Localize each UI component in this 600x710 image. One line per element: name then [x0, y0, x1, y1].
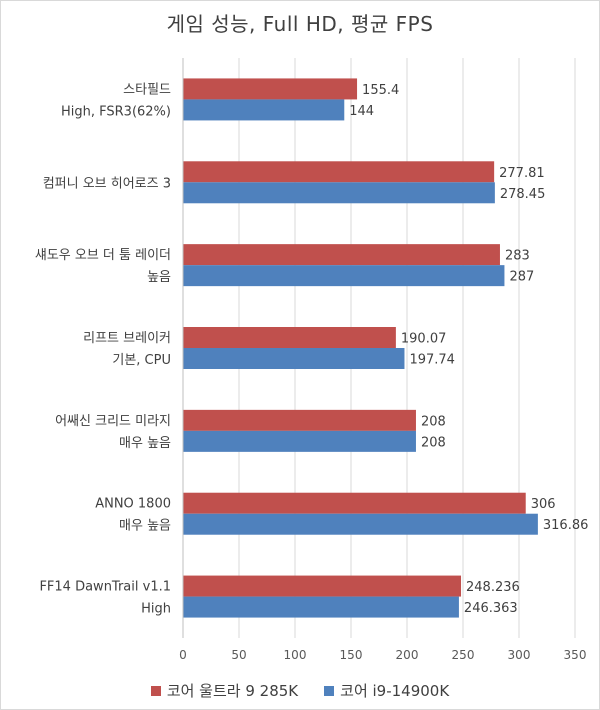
- data-label-series-1-cat-1: 155.4: [362, 83, 399, 98]
- legend-label-series-1: 코어 울트라 9 285K: [166, 682, 299, 700]
- bar-series-2-cat-6: [183, 513, 538, 535]
- data-label-series-2-cat-2: 278.45: [500, 187, 546, 202]
- bar-series-1-cat-6: [183, 492, 526, 514]
- bar-series-2-cat-2: [183, 182, 495, 204]
- data-label-series-1-cat-3: 283: [505, 249, 530, 264]
- x-tick-label-7: 350: [564, 648, 587, 662]
- bar-series-1-cat-4: [183, 327, 396, 348]
- bar-series-1-cat-7: [183, 575, 462, 597]
- category-label-6-line-1: ANNO 1800: [95, 497, 171, 512]
- legend-item-series-2: 코어 i9-14900K: [324, 680, 449, 701]
- category-label-7-line-1: FF14 DawnTrail v1.1: [39, 580, 171, 595]
- bar-series-2-cat-7: [183, 596, 459, 618]
- bar-series-2-cat-1: [183, 99, 345, 121]
- data-label-series-1-cat-6: 306: [531, 497, 556, 512]
- category-label-3-line-2: 높음: [147, 270, 171, 285]
- category-label-1-line-1: 스타필드: [123, 82, 171, 97]
- x-tick-label-5: 250: [452, 648, 475, 662]
- data-label-series-2-cat-5: 208: [421, 435, 446, 450]
- bar-series-1-cat-3: [183, 244, 500, 266]
- bar-series-1-cat-1: [183, 78, 358, 100]
- category-label-1-line-2: High, FSR3(62%): [61, 104, 171, 119]
- category-label-7-line-2: High: [141, 602, 171, 617]
- x-tick-label-3: 150: [340, 648, 363, 662]
- chart-legend: 코어 울트라 9 285K 코어 i9-14900K: [0, 680, 600, 701]
- legend-label-series-2: 코어 i9-14900K: [340, 682, 450, 700]
- data-label-series-1-cat-7: 248.236: [466, 580, 520, 595]
- data-label-series-2-cat-7: 246.363: [464, 601, 518, 616]
- category-label-4-line-1: 리프트 브레이커: [83, 331, 171, 346]
- bar-series-2-cat-4: [183, 348, 405, 369]
- x-tick-label-1: 50: [231, 648, 246, 662]
- bar-series-1-cat-5: [183, 409, 416, 431]
- data-label-series-1-cat-4: 190.07: [401, 332, 447, 347]
- category-label-6-line-2: 매우 높음: [119, 519, 171, 534]
- data-label-series-2-cat-4: 197.74: [409, 353, 455, 368]
- legend-item-series-1: 코어 울트라 9 285K: [150, 680, 299, 701]
- category-label-5-line-1: 어쌔신 크리드 미라지: [55, 414, 171, 429]
- x-tick-label-0: 0: [179, 648, 187, 662]
- x-tick-label-4: 200: [396, 648, 419, 662]
- data-label-series-1-cat-5: 208: [421, 414, 446, 429]
- bar-series-2-cat-5: [183, 430, 416, 452]
- category-label-4-line-2: 기본, CPU: [112, 353, 171, 368]
- x-tick-label-2: 100: [284, 648, 307, 662]
- data-label-series-1-cat-2: 277.81: [499, 166, 545, 181]
- chart-title: 게임 성능, Full HD, 평균 FPS: [166, 12, 434, 36]
- bar-series-1-cat-2: [183, 161, 495, 183]
- bar-series-2-cat-3: [183, 265, 505, 287]
- data-label-series-2-cat-3: 287: [509, 270, 534, 285]
- legend-swatch-series-2: [324, 685, 335, 696]
- data-label-series-2-cat-1: 144: [349, 104, 374, 119]
- legend-swatch-series-1: [150, 685, 161, 696]
- x-tick-label-6: 300: [508, 648, 531, 662]
- category-label-3-line-1: 섀도우 오브 더 툼 레이더: [35, 248, 171, 263]
- category-label-5-line-2: 매우 높음: [119, 436, 171, 451]
- category-label-2-line-1: 컴퍼니 오브 히어로즈 3: [43, 176, 171, 191]
- data-label-series-2-cat-6: 316.86: [543, 518, 589, 533]
